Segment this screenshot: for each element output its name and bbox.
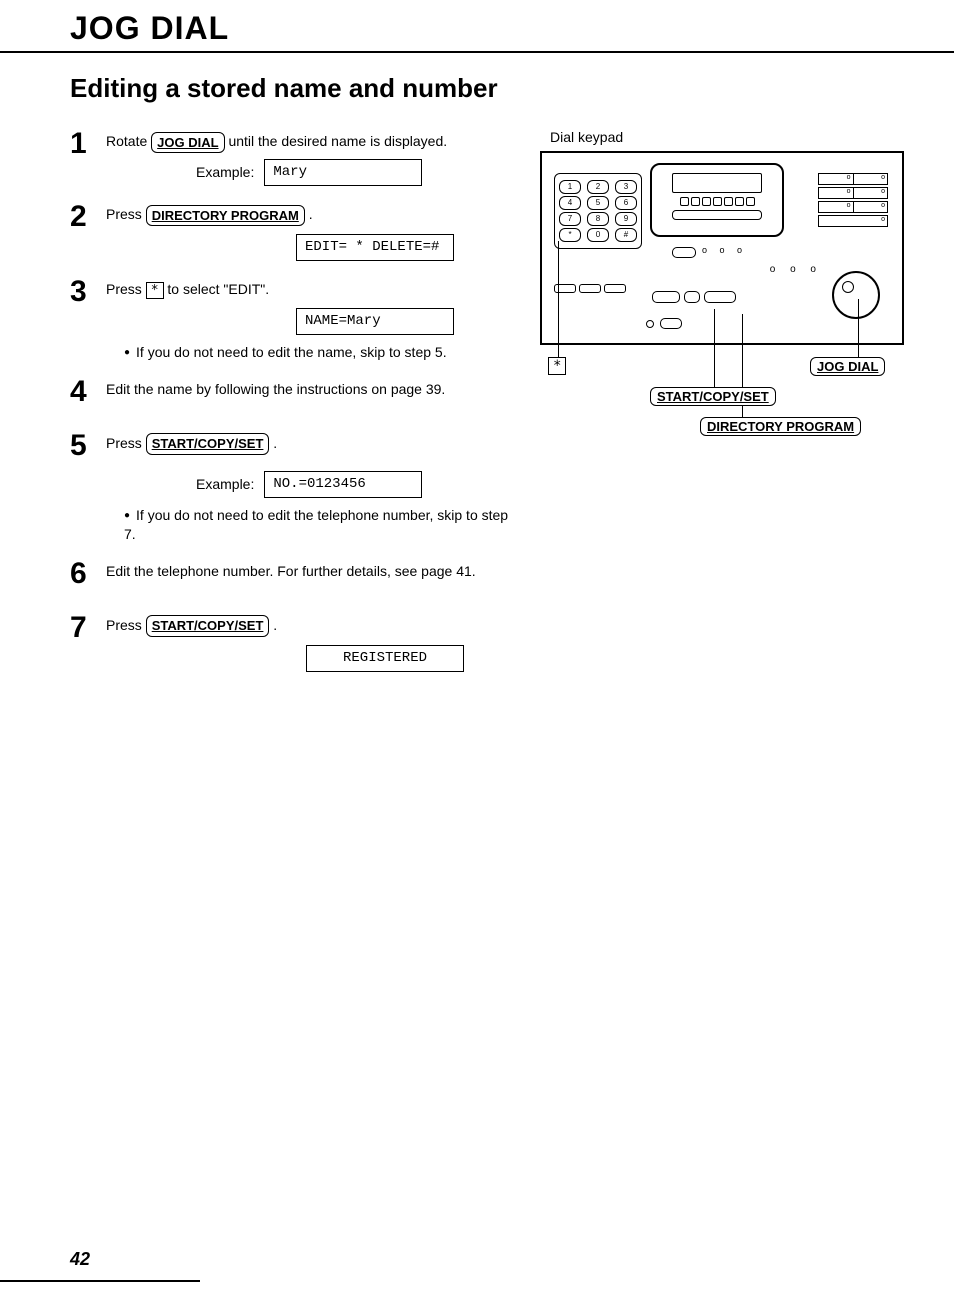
step-text: Edit the name by following the instructi… [106,381,445,397]
page-number: 42 [70,1249,90,1270]
device-outline: 123 456 789 * 0 # oo oo oo o [540,151,904,345]
step-text: Press [106,281,146,297]
step-text: . [273,617,277,633]
step-text: Rotate [106,133,151,149]
step-1: 1 Rotate JOG DIAL until the desired name… [70,129,510,186]
star-key-label: * [146,282,164,300]
step-number: 3 [70,277,106,307]
step-number: 5 [70,431,106,461]
dial-keypad: 123 456 789 * 0 # [554,173,642,249]
lcd-display: NO.=0123456 [264,471,422,498]
star-key-callout: * [548,357,566,375]
keypad-key: 7 [559,212,581,226]
section-title: Editing a stored name and number [70,73,914,104]
step-text: Press [106,435,146,451]
jog-dial-button-label: JOG DIAL [151,132,224,154]
example-label: Example: [196,474,254,495]
step-number: 1 [70,129,106,159]
step-number: 6 [70,559,106,589]
keypad-key: * [559,228,581,242]
keypad-key: 6 [615,196,637,210]
indicator-leds: o o o [702,245,747,255]
start-copy-set-callout: START/COPY/SET [650,387,776,406]
small-indicator [646,320,654,328]
leader-line [714,309,715,389]
step-number: 7 [70,613,106,643]
keypad-key: 0 [587,228,609,242]
side-buttons: oo oo oo o [818,173,888,229]
leader-line [558,241,559,361]
device-screen [650,163,784,237]
footer-rule [0,1280,200,1282]
lcd-display: REGISTERED [306,645,464,672]
dial-keypad-label: Dial keypad [550,129,910,145]
control-buttons [652,290,740,308]
small-button [672,247,696,258]
keypad-key: 2 [587,180,609,194]
keypad-key: # [615,228,637,242]
step-text: Press [106,617,146,633]
step-text: . [273,435,277,451]
step-number: 4 [70,377,106,407]
keypad-key: 5 [587,196,609,210]
step-6: 6 Edit the telephone number. For further… [70,559,510,589]
leader-line [858,299,859,361]
keypad-key: 8 [587,212,609,226]
directory-program-button-label: DIRECTORY PROGRAM [146,205,305,227]
small-button [660,318,682,329]
jog-dial-wheel [832,271,880,319]
step-text: to select "EDIT". [167,281,269,297]
step-4: 4 Edit the name by following the instruc… [70,377,510,407]
step-text: until the desired name is displayed. [228,133,447,149]
step-3: 3 Press * to select "EDIT". NAME=Mary [70,277,510,335]
step-3-note: If you do not need to edit the name, ski… [124,343,510,363]
step-7: 7 Press START/COPY/SET . REGISTERED [70,613,510,672]
start-copy-set-button-label: START/COPY/SET [146,433,270,455]
start-copy-set-button-label: START/COPY/SET [146,615,270,637]
keypad-key: 9 [615,212,637,226]
page-header-title: JOG DIAL [70,10,914,47]
function-buttons [554,280,629,298]
keypad-key: 3 [615,180,637,194]
step-text: . [309,206,313,222]
step-5-note: If you do not need to edit the telephone… [124,506,510,545]
device-diagram: Dial keypad 123 456 789 *0# oo [540,129,910,449]
lcd-display: NAME=Mary [296,308,454,335]
keypad-key: 1 [559,180,581,194]
step-5: 5 Press START/COPY/SET . Example: NO.=01… [70,431,510,498]
keypad-key: 4 [559,196,581,210]
lcd-display: EDIT= * DELETE=# [296,234,454,261]
steps-column: 1 Rotate JOG DIAL until the desired name… [70,129,510,688]
indicator-leds: o o o [770,264,822,275]
example-label: Example: [196,162,254,183]
step-text: Edit the telephone number. For further d… [106,563,476,579]
header-rule [0,51,954,53]
step-2: 2 Press DIRECTORY PROGRAM . EDIT= * DELE… [70,202,510,261]
step-text: Press [106,206,146,222]
directory-program-callout: DIRECTORY PROGRAM [700,417,861,436]
lcd-display: Mary [264,159,422,186]
jog-dial-callout: JOG DIAL [810,357,885,376]
step-number: 2 [70,202,106,232]
